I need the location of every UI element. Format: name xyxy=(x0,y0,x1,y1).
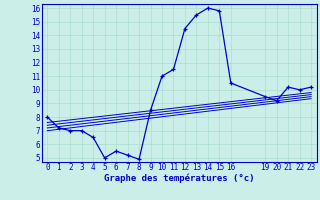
X-axis label: Graphe des températures (°c): Graphe des températures (°c) xyxy=(104,174,254,183)
